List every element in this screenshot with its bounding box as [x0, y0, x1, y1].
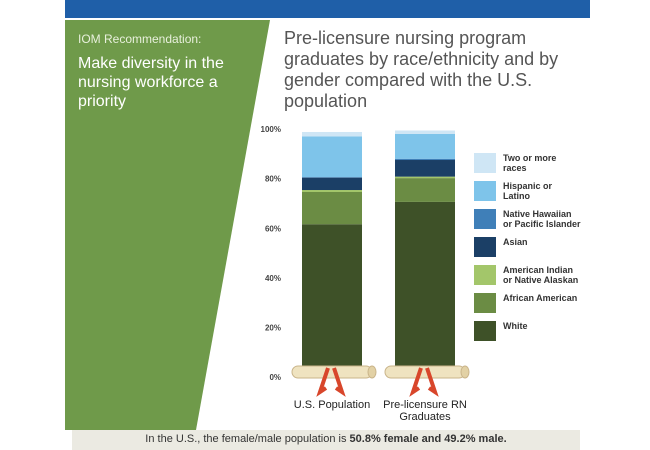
legend-label: Two or more races: [503, 153, 557, 173]
legend-label: White: [503, 321, 528, 331]
legend-label: Hispanic or Latino: [503, 181, 553, 201]
bar-segment: [395, 176, 455, 179]
ribbon: [316, 367, 346, 397]
bar-segment: [395, 201, 455, 378]
y-tick-label: 40%: [265, 274, 281, 283]
chart-title: Pre-licensure nursing program graduates …: [284, 28, 559, 111]
recommendation: Make diversity in the nursing workforce …: [78, 55, 224, 110]
legend-swatch: [474, 181, 496, 201]
bar-segment: [395, 130, 455, 134]
legend-label: Asian: [503, 237, 528, 247]
legend-swatch: [474, 265, 496, 285]
banner: [65, 0, 590, 18]
y-tick-label: 80%: [265, 175, 281, 184]
legend-label: Native Hawaiian or Pacific Islander: [503, 209, 581, 229]
y-tick-label: 20%: [265, 324, 281, 333]
x-tick-label: Pre-licensure RN Graduates: [383, 399, 467, 423]
iom-label: IOM Recommendation:: [78, 32, 202, 46]
legend-swatch: [474, 293, 496, 313]
scroll: [291, 365, 373, 379]
legend-label: American Indian or Native Alaskan: [503, 265, 579, 285]
bar-segment: [302, 131, 362, 137]
y-tick-label: 60%: [265, 224, 281, 233]
scroll-end: [460, 365, 470, 379]
note-bold: 50.8% female and 49.2% male.: [349, 433, 507, 445]
bar-segment: [395, 133, 455, 159]
legend-swatch: [474, 321, 496, 341]
x-tick-label: U.S. Population: [293, 399, 371, 411]
bar-segment: [395, 160, 455, 177]
legend-label: African American: [503, 293, 578, 303]
y-tick-label: 100%: [261, 125, 281, 134]
ribbon: [409, 367, 439, 397]
bar-segment: [302, 136, 362, 178]
bar-segment: [302, 190, 362, 192]
bar-segment: [302, 224, 362, 378]
legend-swatch: [474, 153, 496, 173]
bar-segment: [302, 192, 362, 225]
scroll: [384, 365, 466, 379]
bar-segment: [302, 177, 362, 191]
y-tick-label: 0%: [269, 373, 281, 382]
green-panel: [65, 20, 270, 430]
legend-swatch: [474, 209, 496, 229]
bar-segment: [395, 178, 455, 202]
note-strip: [72, 430, 580, 450]
legend-swatch: [474, 237, 496, 257]
scroll-end: [367, 365, 377, 379]
note-text: In the U.S., the female/male population …: [145, 433, 347, 445]
note: In the U.S., the female/male population …: [72, 433, 580, 445]
bar-segment: [395, 158, 455, 161]
